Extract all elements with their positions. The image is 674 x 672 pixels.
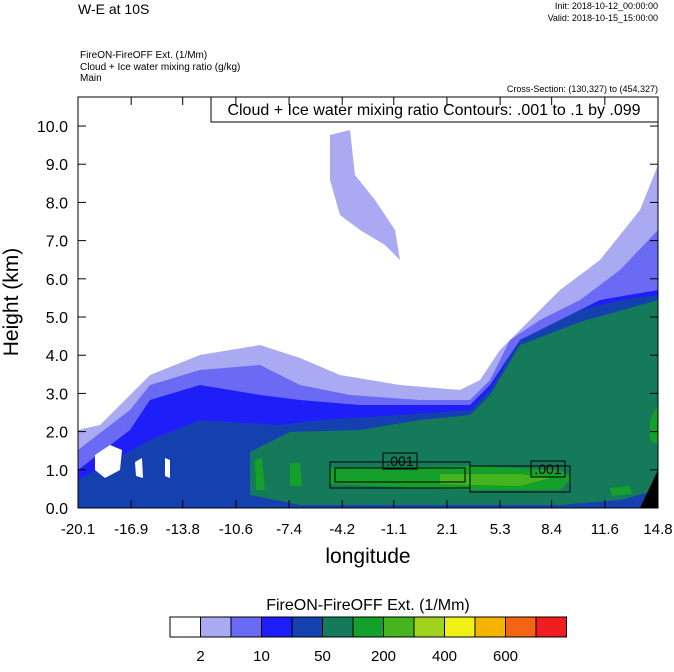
y-axis-label: Height (km): [0, 248, 23, 357]
colorbar-swatch: [230, 616, 262, 638]
colorbar-title: FireON-FireOFF Ext. (1/Mm): [266, 597, 470, 614]
colorbar-swatch: [474, 616, 506, 638]
colorbar-label: 50: [314, 648, 331, 665]
y-tick-label: 7.0: [46, 234, 68, 251]
contour-label-box: [382, 452, 418, 470]
y-tick-label: 3.0: [46, 386, 68, 403]
contour-line: [329, 461, 571, 493]
contour-fill: [255, 405, 658, 496]
colorbar-label: 600: [493, 648, 518, 665]
x-tick-label: -20.1: [61, 521, 95, 538]
y-tick-label: 6.0: [46, 272, 68, 289]
contour-label: .001: [386, 453, 413, 469]
x-tick-label: -10.6: [219, 521, 253, 538]
y-tick-label: 10.0: [37, 119, 68, 136]
colorbar-swatch: [322, 616, 354, 638]
contour-info: Cloud + Ice water mixing ratio Contours:…: [227, 102, 640, 119]
contour-fill: [440, 474, 550, 486]
colorbar-label: 400: [432, 648, 457, 665]
field-line: FireON-FireOFF Ext. (1/Mm): [80, 50, 207, 61]
x-tick-label: -4.2: [329, 521, 355, 538]
y-tick-label: 9.0: [46, 157, 68, 174]
contour-field: .001 .001: [78, 130, 658, 508]
x-tick-label: 8.4: [541, 521, 562, 538]
colorbar-swatch: [505, 616, 537, 638]
colorbar-swatch: [352, 616, 384, 638]
x-tick-label: -13.8: [166, 521, 200, 538]
y-tick-label: 4.0: [46, 348, 68, 365]
x-axis-label: longitude: [325, 545, 410, 568]
terrain: [640, 470, 658, 508]
contour-label-box: [530, 460, 566, 478]
x-tick-label: 2.1: [437, 521, 458, 538]
colorbar-swatch: [291, 616, 323, 638]
colorbar-label: 10: [253, 648, 270, 665]
x-tick-label: -1.1: [381, 521, 407, 538]
colorbar-swatch: [200, 616, 232, 638]
y-tick-label: 0.0: [46, 501, 68, 518]
colorbar-swatch: [261, 616, 293, 638]
contour-label: .001: [534, 461, 561, 477]
x-tick-label: 14.8: [643, 521, 672, 538]
y-tick-label: 1.0: [46, 463, 68, 480]
contour-fill: [250, 300, 658, 505]
x-tick-label: -16.9: [114, 521, 148, 538]
contour-fill: [330, 130, 400, 260]
colorbar-swatch: [383, 616, 415, 638]
field-line: Cloud + Ice water mixing ratio (g/kg): [80, 62, 240, 73]
y-tick-label: 8.0: [46, 195, 68, 212]
init-time: Init: 2018-10-12_00:00:00: [555, 1, 658, 11]
y-tick-label: 5.0: [46, 310, 68, 327]
colorbar-label: 200: [371, 648, 396, 665]
x-tick-label: -7.4: [276, 521, 302, 538]
x-tick-label: 5.3: [490, 521, 511, 538]
y-tick-label: 2.0: [46, 425, 68, 442]
info-box: [210, 96, 659, 123]
cross-section: Cross-Section: (130,327) to (454,327): [507, 84, 658, 94]
colorbar-swatch: [535, 616, 567, 638]
colorbar-swatch: [169, 616, 201, 638]
colorbar-label: 2: [196, 648, 204, 665]
chart-title: W-E at 10S: [78, 1, 149, 17]
contour-fill: [95, 445, 170, 478]
x-tick-label: 11.6: [591, 521, 619, 538]
valid-time: Valid: 2018-10-15_15:00:00: [548, 13, 658, 23]
colorbar-swatch: [444, 616, 476, 638]
field-line: Main: [80, 73, 102, 84]
colorbar-swatch: [413, 616, 445, 638]
